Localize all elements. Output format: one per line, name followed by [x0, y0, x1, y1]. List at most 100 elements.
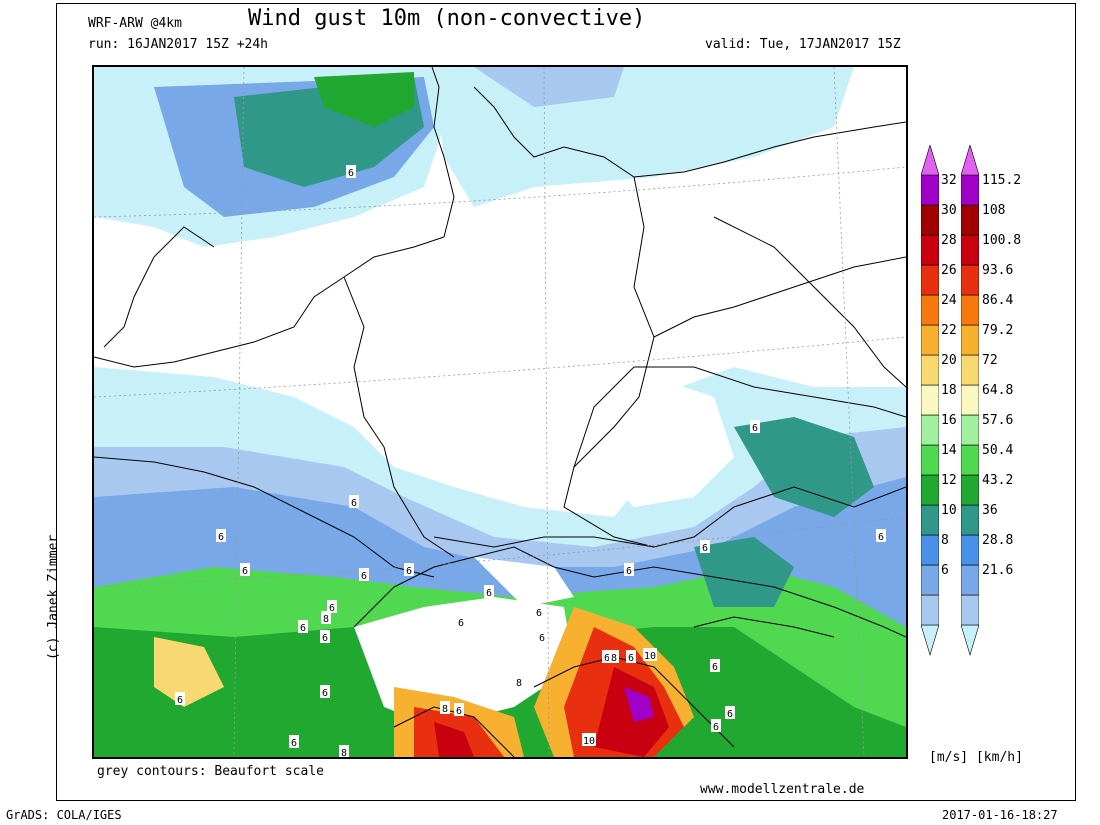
beaufort-label: 6	[216, 529, 226, 543]
peak-gust-area	[624, 687, 654, 722]
colorbar-segment	[961, 414, 979, 446]
beaufort-label: 6	[537, 630, 547, 644]
colorbar-segment	[921, 204, 939, 236]
grads-credit: GrADS: COLA/IGES	[6, 808, 122, 822]
timestamp-label: 2017-01-16-18:27	[942, 808, 1058, 822]
svg-text:6: 6	[322, 633, 328, 644]
colorbar-ms-label: 28	[941, 233, 957, 248]
contour-note: grey contours: Beaufort scale	[97, 764, 324, 779]
svg-text:6: 6	[361, 571, 367, 582]
eastern-wind-field	[734, 417, 874, 517]
beaufort-label: 10	[643, 648, 657, 662]
coastline	[103, 226, 215, 348]
copyright-label: (c) Janek Zimmer	[46, 534, 61, 660]
colorbar-kmh-label: 36	[982, 503, 998, 518]
svg-text:6: 6	[242, 566, 248, 577]
colorbar-segment	[921, 474, 939, 506]
border	[573, 366, 906, 468]
beaufort-label: 6	[346, 165, 356, 179]
svg-text:6: 6	[752, 423, 758, 434]
colorbar-ms	[921, 145, 939, 675]
colorbar-ms-label: 18	[941, 383, 957, 398]
colorbar-segment	[961, 504, 979, 536]
svg-text:6: 6	[329, 603, 335, 614]
svg-text:6: 6	[712, 662, 718, 673]
colorbar-ms-label: 12	[941, 473, 957, 488]
beaufort-label: 6	[725, 706, 735, 720]
colorbar-ms-label: 16	[941, 413, 957, 428]
coastline	[94, 236, 445, 368]
svg-text:6: 6	[291, 738, 297, 749]
colorbar-kmh	[961, 145, 979, 675]
colorbar-segment	[921, 504, 939, 536]
colorbar-kmh-label: 28.8	[982, 533, 1014, 548]
colorbar-ms-label: 14	[941, 443, 957, 458]
beaufort-label: 6	[602, 650, 612, 664]
beaufort-label: 6	[289, 735, 299, 749]
svg-text:8: 8	[516, 678, 522, 689]
svg-text:6: 6	[702, 543, 708, 554]
beaufort-label: 6	[349, 495, 359, 509]
svg-text:6: 6	[486, 588, 492, 599]
graticule	[543, 67, 550, 757]
svg-text:8: 8	[442, 704, 448, 715]
colorbar-segment	[921, 264, 939, 296]
colorbar-ms-label: 24	[941, 293, 957, 308]
colorbar-ms-label: 30	[941, 203, 957, 218]
colorbar-segment	[921, 234, 939, 266]
eastern-wind-field	[694, 537, 794, 607]
colorbar-kmh-label: 100.8	[982, 233, 1022, 248]
colorbar-segment	[921, 594, 939, 626]
svg-text:6: 6	[878, 532, 884, 543]
beaufort-label: 6	[534, 605, 544, 619]
website-link[interactable]: www.modellzentrale.de	[700, 782, 865, 797]
svg-text:6: 6	[406, 566, 412, 577]
colorbar-segment	[921, 324, 939, 356]
colorbar-ms-label: 32	[941, 173, 957, 188]
beaufort-label: 6	[700, 540, 710, 554]
graticule	[94, 336, 906, 398]
beaufort-label: 6	[484, 585, 494, 599]
beaufort-label: 6	[750, 420, 760, 434]
baltic-wind-field	[434, 67, 854, 207]
model-label: WRF-ARW @4km	[88, 16, 182, 31]
colorbar-segment	[961, 444, 979, 476]
colorbar-kmh-label: 93.6	[982, 263, 1014, 278]
border	[693, 616, 835, 638]
beaufort-label: 6	[320, 630, 330, 644]
colorbar-segment	[961, 624, 979, 657]
svg-text:6: 6	[458, 618, 464, 629]
beaufort-label: 10	[582, 733, 596, 747]
colorbar-segment	[961, 294, 979, 326]
colorbar-segment	[921, 174, 939, 206]
colorbar-segment	[961, 204, 979, 236]
border	[94, 456, 435, 578]
svg-text:6: 6	[456, 706, 462, 717]
colorbar-kmh-label: 57.6	[982, 413, 1014, 428]
svg-text:6: 6	[713, 722, 719, 733]
beaufort-label: 6	[626, 650, 636, 664]
beaufort-label: 6	[359, 568, 369, 582]
colorbar-segment	[961, 594, 979, 626]
colorbar-segment	[961, 324, 979, 356]
svg-text:10: 10	[644, 651, 656, 662]
svg-text:6: 6	[539, 633, 545, 644]
colorbar-kmh-label: 43.2	[982, 473, 1014, 488]
svg-text:6: 6	[177, 695, 183, 706]
colorbar-ms-label: 6	[941, 563, 949, 578]
colorbar-segment	[921, 294, 939, 326]
beaufort-label: 6	[240, 563, 250, 577]
svg-text:6: 6	[536, 608, 542, 619]
northsea-wind-field	[314, 72, 414, 127]
svg-text:6: 6	[348, 168, 354, 179]
valid-label: valid: Tue, 17JAN2017 15Z	[705, 37, 901, 52]
western-storm-field	[154, 637, 224, 707]
border	[653, 256, 906, 338]
beaufort-label: 6	[320, 685, 330, 699]
colorbar-kmh-label: 50.4	[982, 443, 1014, 458]
beaufort-label: 6	[710, 659, 720, 673]
colorbar-ms-label: 10	[941, 503, 957, 518]
colorbar-segment	[921, 384, 939, 416]
colorbar-segment	[921, 534, 939, 566]
svg-text:6: 6	[218, 532, 224, 543]
